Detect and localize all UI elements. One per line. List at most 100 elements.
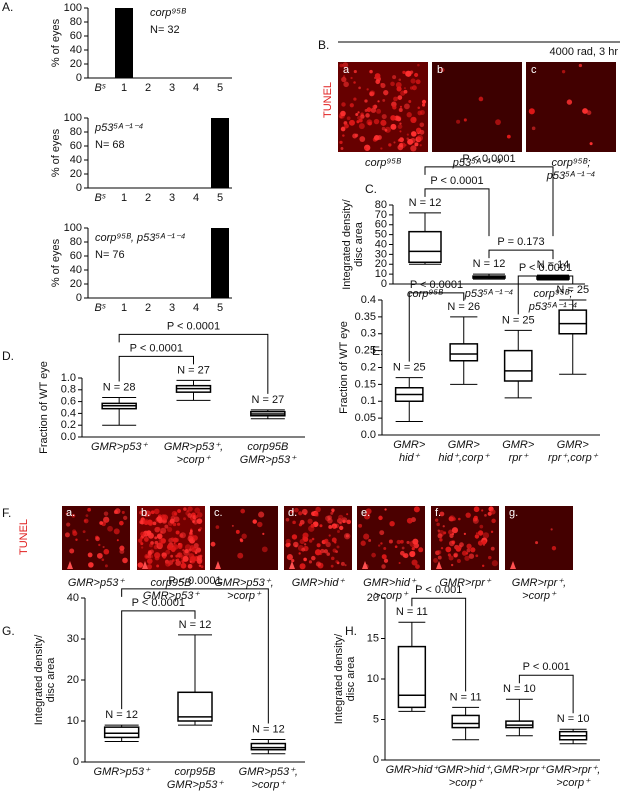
cell-signal xyxy=(262,532,265,535)
cell-signal xyxy=(189,545,195,550)
cell-signal xyxy=(419,129,425,135)
cell-signal xyxy=(393,96,398,102)
cell-signal xyxy=(192,535,198,541)
cell-signal xyxy=(399,550,405,556)
cell-signal xyxy=(170,554,174,558)
micrograph xyxy=(526,62,616,152)
stain-label: TUNEL xyxy=(322,82,334,118)
cell-signal xyxy=(337,530,340,533)
cell-signal xyxy=(215,525,220,529)
n-label: N = 10 xyxy=(557,713,590,725)
n-label: N = 25 xyxy=(393,362,426,374)
x-tick-label: 2 xyxy=(145,192,151,204)
cell-signal xyxy=(396,539,401,545)
x-tick-label: hid⁺,corp⁺ xyxy=(438,452,490,464)
y-tick-label: 70 xyxy=(375,209,387,221)
cell-signal xyxy=(457,517,461,521)
cell-signal xyxy=(381,564,386,569)
y-axis-label: Fraction of WT eye xyxy=(38,361,50,454)
cell-signal xyxy=(436,549,442,555)
cell-signal xyxy=(196,518,203,524)
cell-signal xyxy=(418,547,424,553)
p-value: P < 0.0001 xyxy=(462,153,515,165)
cell-signal xyxy=(179,532,186,539)
cell-signal xyxy=(140,531,145,537)
cell-signal xyxy=(417,63,420,67)
cell-signal xyxy=(311,555,316,561)
y-axis-label: disc area xyxy=(353,221,365,267)
cell-signal xyxy=(383,558,389,563)
annotation: N= 68 xyxy=(95,139,125,151)
cell-signal xyxy=(187,563,193,569)
cell-signal xyxy=(370,107,377,113)
cell-signal xyxy=(183,517,187,521)
arrowhead xyxy=(510,561,516,569)
cell-signal xyxy=(406,517,413,524)
cell-signal xyxy=(399,122,402,125)
y-tick-label: 0.1 xyxy=(361,395,376,407)
cell-signal xyxy=(331,508,335,512)
cell-signal xyxy=(122,557,128,564)
cell-signal xyxy=(383,546,387,550)
cell-signal xyxy=(198,564,202,568)
cell-signal xyxy=(182,555,189,562)
cell-signal xyxy=(103,516,110,523)
panel-label: C. xyxy=(365,182,377,196)
cell-signal xyxy=(173,544,179,550)
x-tick-label: 2 xyxy=(145,302,151,314)
cell-signal xyxy=(413,506,420,513)
cell-signal xyxy=(357,115,362,121)
x-tick-label: Bˢ xyxy=(95,192,106,204)
cell-signal xyxy=(406,133,409,136)
cell-signal xyxy=(466,548,471,553)
y-tick-label: 0 xyxy=(373,754,379,766)
x-tick-label: GMR> xyxy=(448,439,481,451)
cell-signal xyxy=(390,115,396,121)
cell-signal xyxy=(103,548,110,555)
cell-signal xyxy=(308,525,315,532)
cell-signal xyxy=(193,542,199,549)
cell-signal xyxy=(148,543,153,548)
cell-signal xyxy=(409,70,414,74)
cell-signal xyxy=(237,552,244,559)
p-value: P < 0.0001 xyxy=(410,279,463,291)
cell-signal xyxy=(490,530,494,534)
cell-signal xyxy=(177,509,181,513)
cell-signal xyxy=(88,562,94,568)
cell-signal xyxy=(482,532,490,539)
cell-signal xyxy=(528,108,535,115)
x-tick-label: 4 xyxy=(193,192,199,204)
cell-signal xyxy=(392,127,395,130)
cell-signal xyxy=(421,99,427,104)
cell-signal xyxy=(439,538,443,542)
cell-signal xyxy=(389,520,395,527)
cell-signal xyxy=(103,511,109,516)
tile-caption: corp⁹⁵ᴮ xyxy=(365,157,402,169)
cell-signal xyxy=(340,561,345,566)
cell-signal xyxy=(373,135,380,141)
cell-signal xyxy=(399,137,404,143)
cell-signal xyxy=(411,85,417,91)
cell-signal xyxy=(369,69,373,74)
p-value: P < 0.0001 xyxy=(519,262,572,274)
cell-signal xyxy=(355,112,359,116)
cell-signal xyxy=(326,552,330,556)
cell-signal xyxy=(83,518,89,524)
cell-signal xyxy=(381,114,387,120)
cell-signal xyxy=(114,508,121,514)
x-tick-label: GMR>p53⁺, xyxy=(239,766,298,778)
cell-signal xyxy=(144,510,152,517)
cell-signal xyxy=(470,547,476,553)
cell-signal xyxy=(433,558,438,563)
x-tick-label: 1 xyxy=(121,82,127,94)
cell-signal xyxy=(379,530,385,536)
cell-signal xyxy=(194,507,201,514)
y-tick-label: 0.2 xyxy=(361,361,376,373)
comparison-bracket xyxy=(408,292,465,362)
y-axis-label: % of eyes xyxy=(50,128,62,177)
cell-signal xyxy=(315,506,321,513)
cell-signal xyxy=(137,562,144,568)
panel-label: A. xyxy=(2,0,13,14)
y-tick-label: 10 xyxy=(375,268,387,280)
